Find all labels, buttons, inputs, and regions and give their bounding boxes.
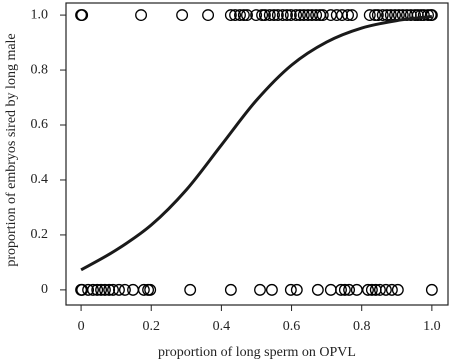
data-point [113,283,125,296]
x-axis-label: proportion of long sperm on OPVL [158,345,356,360]
y-tick-label: 0.2 [31,227,49,242]
data-point [271,9,284,22]
data-point [237,9,250,22]
data-point [254,283,266,296]
data-point [338,283,351,296]
x-tick-label: 0.4 [213,319,231,334]
x-tick-label: 0.8 [353,319,371,334]
data-point [107,283,119,296]
data-point [343,283,356,296]
data-point [391,283,404,296]
data-point [276,9,289,22]
y-axis-label: proportion of embryos sired by long male [4,33,19,266]
data-point [409,9,421,22]
data-point [284,283,297,296]
data-point [184,283,197,296]
data-point [284,9,297,22]
data-point [127,283,139,296]
data-point [290,9,303,22]
data-point [258,9,271,22]
data-point [290,283,303,296]
data-point [87,283,99,296]
data-point [371,9,384,22]
data-point [297,9,310,22]
data-point [417,9,430,22]
y-tick-label: 0.8 [31,62,49,77]
data-point [98,283,111,296]
data-point [137,283,150,296]
data-point [95,283,108,296]
data-point [363,9,376,22]
data-point [103,283,116,296]
data-point [311,283,324,296]
data-point [224,283,237,296]
data-point [176,9,189,22]
data-point [422,9,434,22]
data-point [376,9,389,22]
data-point [135,9,148,22]
data-point [144,283,157,296]
data-point [336,9,349,22]
data-point [250,9,263,22]
data-point [229,9,242,22]
data-point [365,283,378,296]
data-point [202,9,215,22]
data-point [263,9,276,22]
x-tick-label: 0.6 [283,319,301,334]
data-point [369,9,381,22]
y-tick-label: 0 [41,282,48,297]
data-point [362,283,374,296]
plot-frame [65,2,449,306]
data-point [324,9,337,22]
data-point [379,283,392,296]
y-tick-label: 0.6 [31,117,49,132]
data-point [425,283,438,296]
data-point [425,9,438,22]
x-tick-label: 0 [78,319,85,334]
data-point [310,9,323,22]
data-point [241,9,253,22]
fitted-curve [80,14,433,272]
data-point [91,283,104,296]
data-point [316,9,329,22]
y-tick-label: 1.0 [31,7,49,22]
data-point [335,283,347,296]
data-point [373,283,386,296]
data-point [294,9,306,22]
data-point [342,9,354,22]
data-point [118,283,131,296]
data-point [224,9,237,22]
data-point [385,283,398,296]
data-point [265,283,278,296]
data-point [256,9,269,22]
data-point [350,283,363,296]
y-tick-label: 0.4 [31,172,49,187]
x-tick-label: 0.2 [142,319,160,334]
data-point [82,283,95,296]
data-point [76,9,89,22]
data-point [381,9,393,22]
data-point [268,9,280,22]
data-point [302,9,314,22]
data-point [234,9,246,22]
data-point [324,283,337,296]
data-point [281,9,293,22]
x-tick-label: 1.0 [423,319,441,334]
data-point [345,9,358,22]
